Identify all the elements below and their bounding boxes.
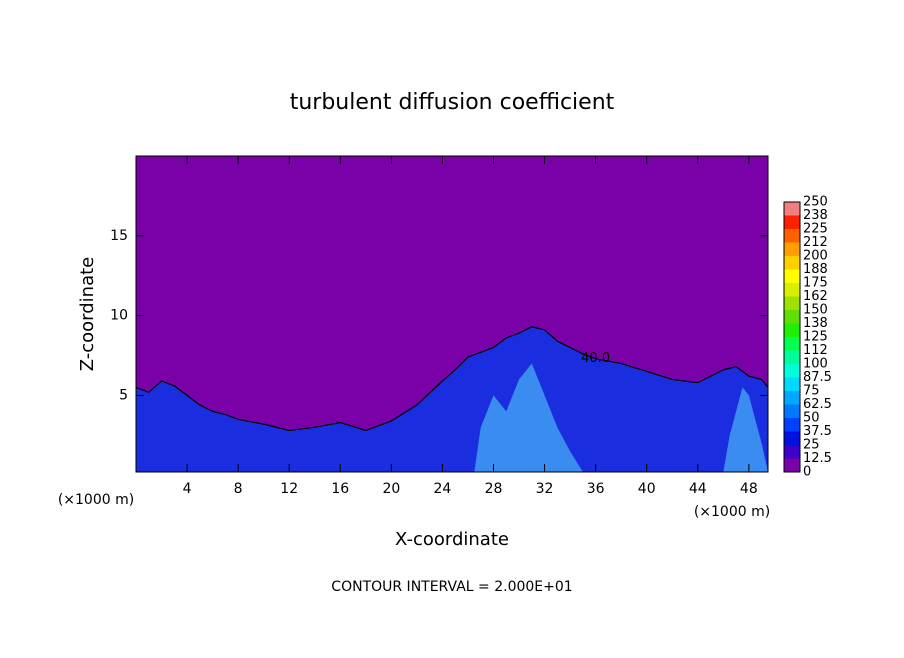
colorbar-label: 175 xyxy=(803,276,828,291)
colorbar-label: 37.5 xyxy=(803,424,832,439)
x-tick-label: 48 xyxy=(740,481,758,497)
x-tick-label: 24 xyxy=(434,481,452,497)
x-tick-label: 36 xyxy=(587,481,605,497)
colorbar-label: 62.5 xyxy=(803,397,832,412)
region-area xyxy=(474,363,583,472)
colorbar-bin xyxy=(784,202,800,216)
chart-title: turbulent diffusion coefficient xyxy=(290,90,615,115)
colorbar-bin xyxy=(784,364,800,378)
colorbar-bin xyxy=(784,377,800,391)
x-tick-label: 16 xyxy=(331,481,349,497)
colorbar-bin xyxy=(784,458,800,472)
colorbar-bin xyxy=(784,229,800,243)
colorbar-label: 50 xyxy=(803,411,820,426)
x-tick-label: 32 xyxy=(536,481,554,497)
colorbar-bin xyxy=(784,418,800,432)
y-axis-label: Z-coordinate xyxy=(77,257,98,372)
colorbar-bin xyxy=(784,323,800,337)
colorbar-bin xyxy=(784,350,800,364)
colorbar-label: 112 xyxy=(803,343,828,358)
x-tick-label: 28 xyxy=(485,481,503,497)
colorbar-bin xyxy=(784,337,800,351)
contour-label: 40.0 xyxy=(581,351,610,366)
colorbar-bin xyxy=(784,215,800,229)
x-axis-label: X-coordinate xyxy=(395,529,509,550)
colorbar-label: 162 xyxy=(803,289,828,304)
colorbar-label: 0 xyxy=(803,465,811,480)
colorbar-label: 100 xyxy=(803,357,828,372)
colorbar-bin xyxy=(784,242,800,256)
colorbar-label: 200 xyxy=(803,249,828,264)
footer: CONTOUR INTERVAL = 2.000E+01 xyxy=(331,579,572,595)
y-tick-label: 15 xyxy=(110,228,128,244)
colorbar-label: 225 xyxy=(803,222,828,237)
colorbar-label: 87.5 xyxy=(803,370,832,385)
colorbar-label: 138 xyxy=(803,316,828,331)
colorbar-label: 12.5 xyxy=(803,451,832,466)
colorbar-label: 188 xyxy=(803,262,828,277)
colorbar-bin xyxy=(784,310,800,324)
contour-line xyxy=(135,326,769,432)
x-tick-label: 8 xyxy=(234,481,243,497)
colorbar-label: 150 xyxy=(803,303,828,318)
colorbar-label: 238 xyxy=(803,208,828,223)
colorbar-bin xyxy=(784,283,800,297)
colorbar-frame xyxy=(783,201,801,473)
x-tick-label: 4 xyxy=(183,481,192,497)
region-area xyxy=(723,387,768,472)
x-unit-label: (×1000 m) xyxy=(58,492,134,508)
colorbar-bin xyxy=(784,269,800,283)
colorbar-bin xyxy=(784,256,800,270)
x-tick-label: 12 xyxy=(280,481,298,497)
region-area xyxy=(136,326,768,472)
x-unit-label: (×1000 m) xyxy=(694,504,770,520)
colorbar-label: 212 xyxy=(803,235,828,250)
plot-frame xyxy=(135,155,769,473)
x-tick-label: 40 xyxy=(638,481,656,497)
x-tick-label: 20 xyxy=(382,481,400,497)
colorbar-bin xyxy=(784,431,800,445)
colorbar-label: 75 xyxy=(803,384,820,399)
y-tick-label: 5 xyxy=(119,387,128,403)
colorbar-bin xyxy=(784,391,800,405)
colorbar-bin xyxy=(784,404,800,418)
colorbar-label: 125 xyxy=(803,330,828,345)
x-tick-label: 44 xyxy=(689,481,707,497)
colorbar-label: 250 xyxy=(803,195,828,210)
y-tick-label: 10 xyxy=(110,308,128,324)
colorbar-bin xyxy=(784,445,800,459)
colorbar-label: 25 xyxy=(803,438,820,453)
colorbar-bin xyxy=(784,296,800,310)
